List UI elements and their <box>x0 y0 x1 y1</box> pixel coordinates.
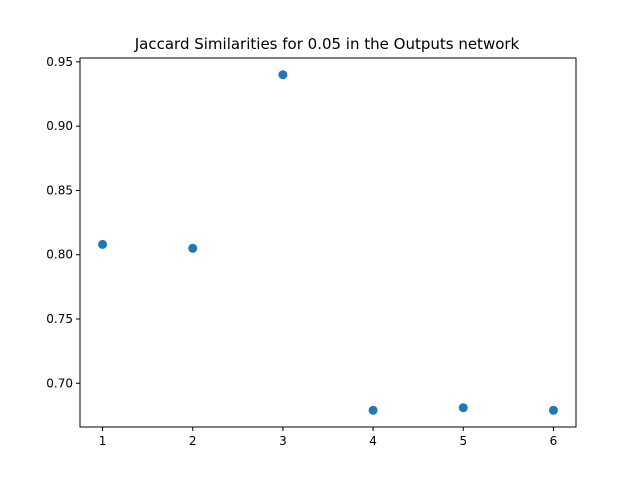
y-axis-ticks: 0.70 0.75 0.80 0.85 0.90 0.95 <box>46 55 80 390</box>
y-tick-label: 0.80 <box>46 248 73 262</box>
chart-title: Jaccard Similarities for 0.05 in the Out… <box>134 35 520 53</box>
data-points <box>98 70 558 415</box>
y-tick-label: 0.75 <box>46 312 73 326</box>
x-tick-label: 6 <box>550 434 558 448</box>
data-point <box>278 70 288 80</box>
plot-frame <box>79 57 577 428</box>
x-tick-label: 3 <box>279 434 287 448</box>
x-tick-label: 1 <box>99 434 107 448</box>
y-tick-label: 0.70 <box>46 376 73 390</box>
y-tick-label: 0.90 <box>46 119 73 133</box>
data-point <box>548 405 558 415</box>
data-point <box>188 243 198 253</box>
data-point <box>458 403 468 413</box>
x-tick-label: 2 <box>189 434 197 448</box>
y-tick-label: 0.85 <box>46 183 73 197</box>
y-tick-label: 0.95 <box>46 55 73 69</box>
data-point <box>98 239 108 249</box>
x-axis-ticks: 1 2 3 4 5 6 <box>99 427 558 448</box>
data-point <box>368 405 378 415</box>
x-tick-label: 5 <box>459 434 467 448</box>
x-tick-label: 4 <box>369 434 377 448</box>
